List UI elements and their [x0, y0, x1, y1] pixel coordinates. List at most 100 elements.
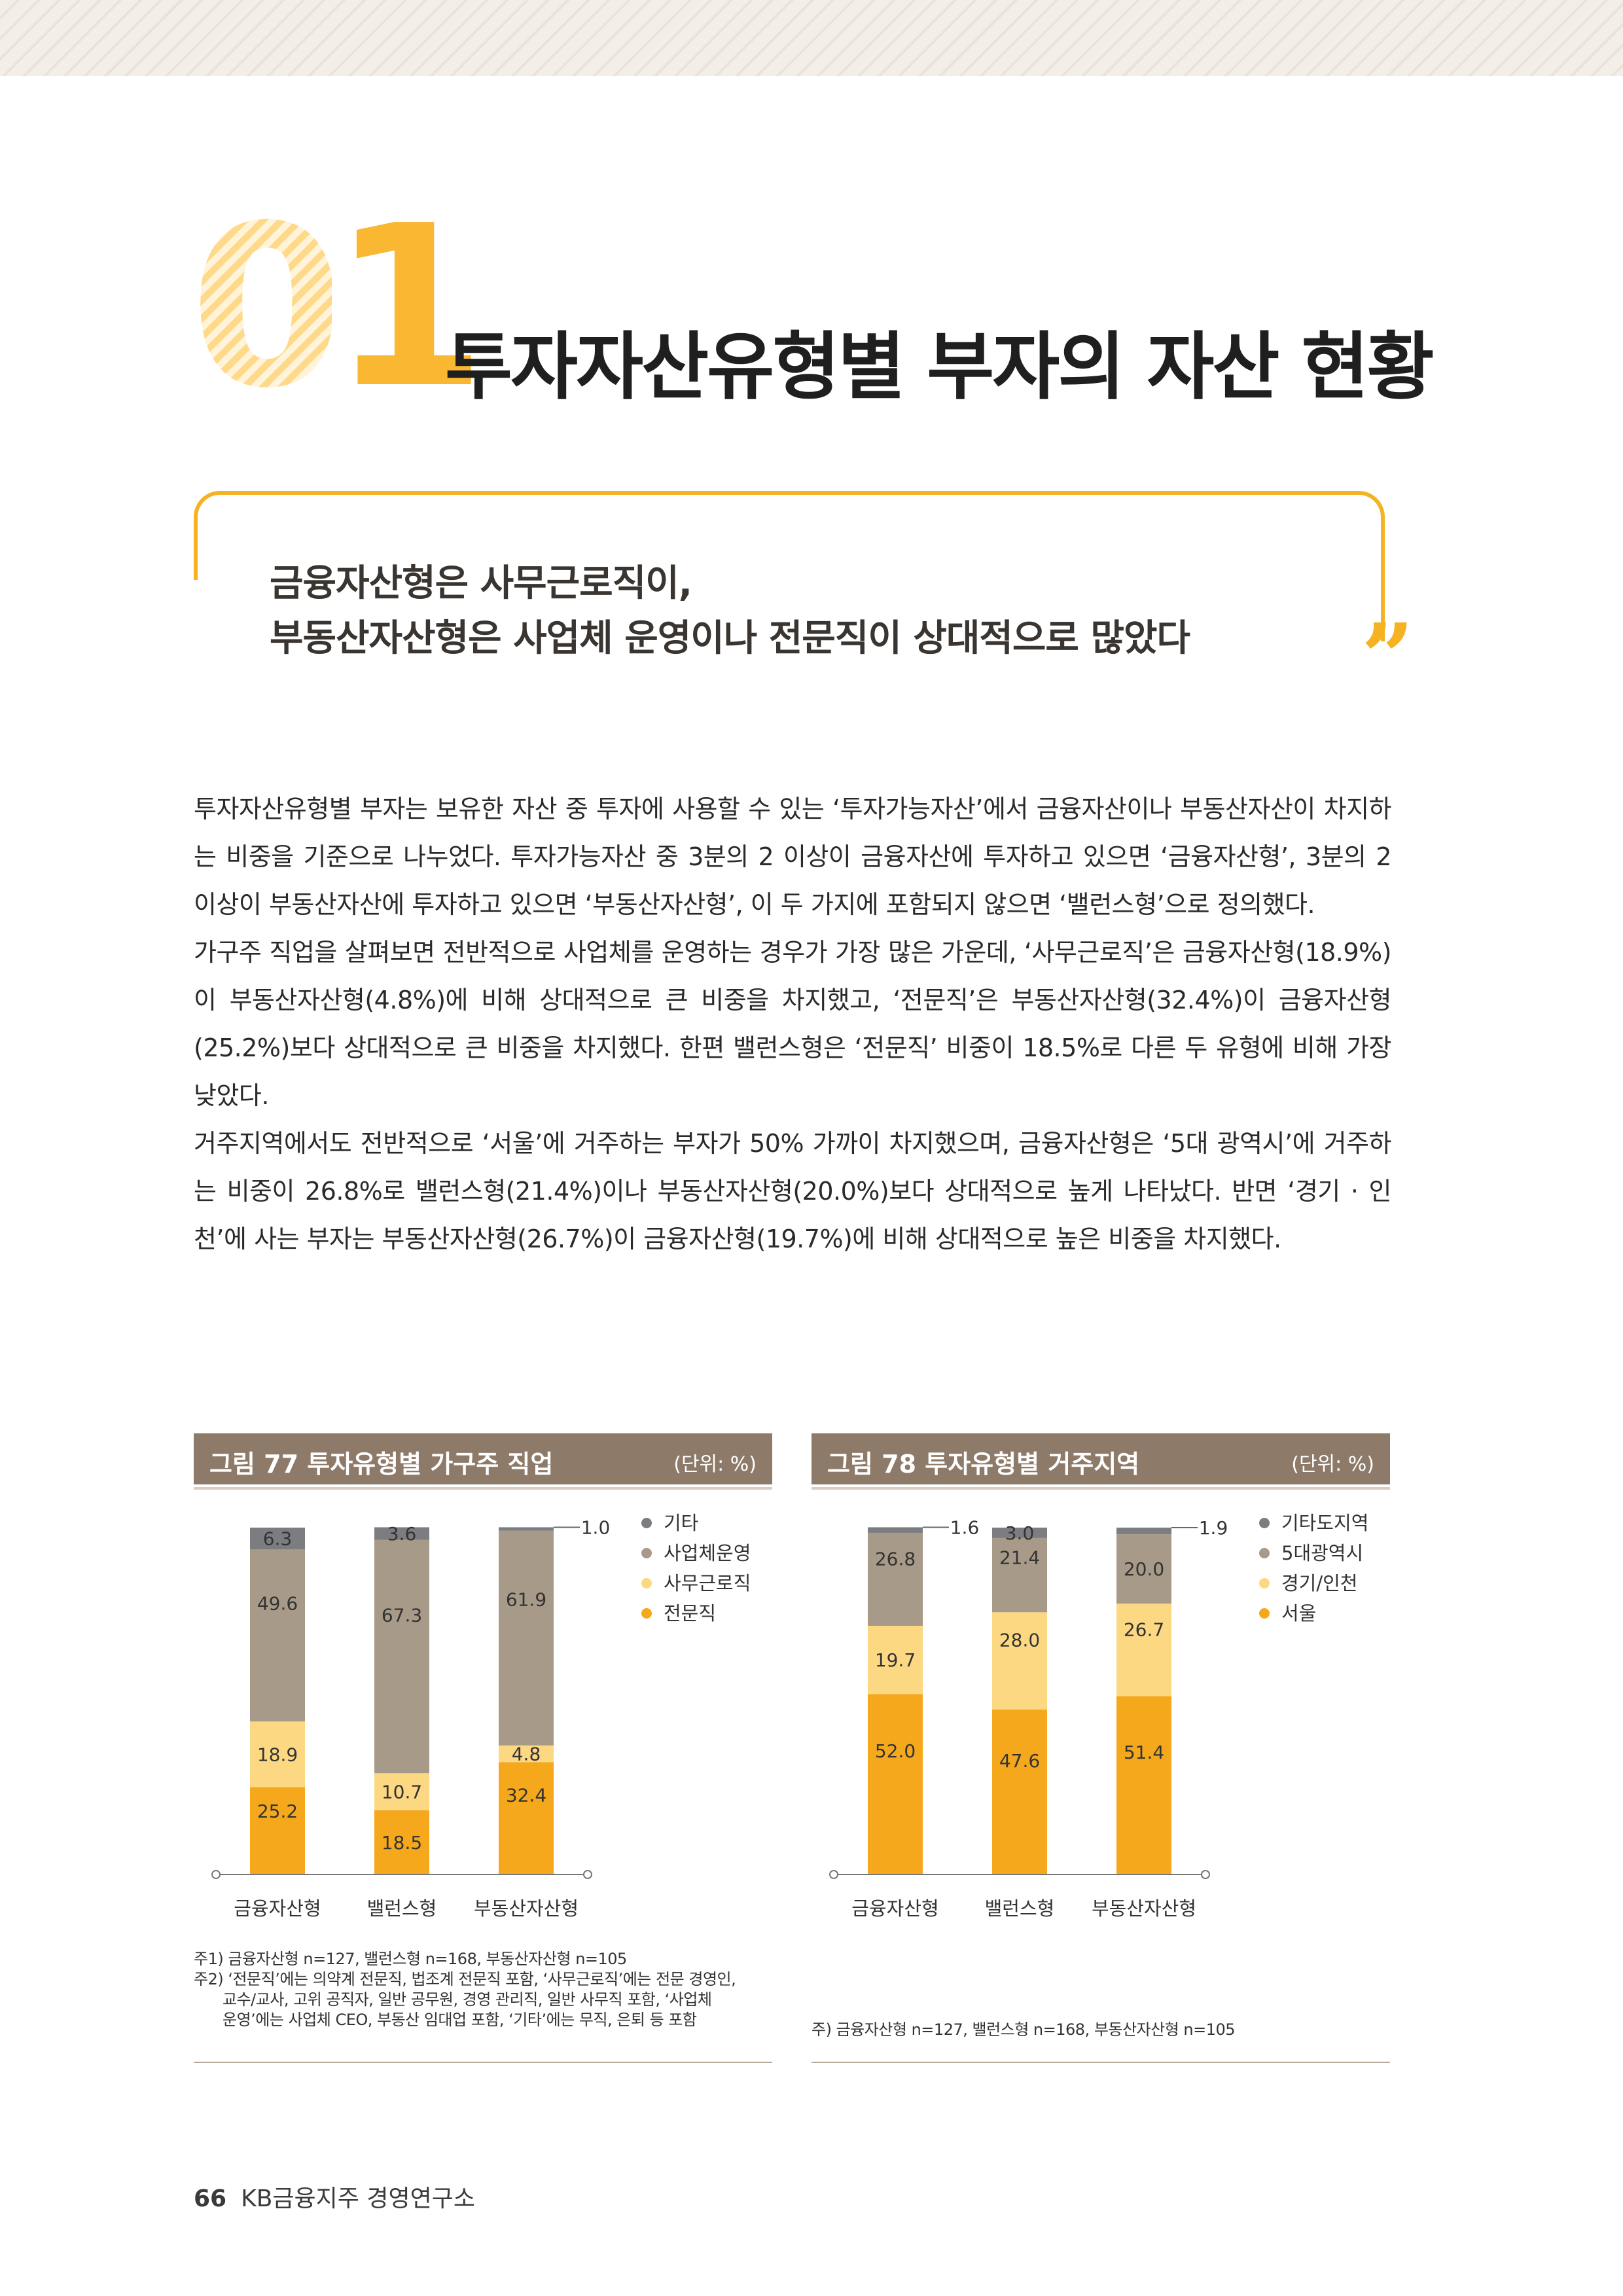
data-label: 67.3	[382, 1604, 422, 1626]
section-number: 01	[190, 196, 486, 419]
bar-segment-1-2-0	[1116, 1696, 1171, 1874]
category-label: 밸런스형	[985, 1897, 1055, 1920]
figure-78-title: 그림 78 투자유형별 거주지역	[827, 1450, 1140, 1479]
bar-segment-1-1-1	[992, 1612, 1047, 1710]
data-label: 1.9	[1199, 1517, 1228, 1539]
legend-label: 기타	[664, 1512, 699, 1534]
bar-segment-0-2-3	[499, 1527, 554, 1531]
data-label: 20.0	[1124, 1558, 1164, 1580]
bar-segment-1-0-1	[868, 1625, 923, 1695]
bar-segment-0-0-3	[250, 1528, 305, 1550]
figure-78-unit: (단위: %)	[1291, 1453, 1374, 1476]
subheadline-line-2: 부동산자산형은 사업체 운영이나 전문직이 상대적으로 많았다	[270, 617, 1190, 660]
figure-78-notes: 주) 금융자산형 n=127, 밸런스형 n=168, 부동산자산형 n=105	[812, 2020, 1236, 2040]
subheadline-line-1: 금융자산형은 사무근로직이,	[270, 562, 692, 605]
category-label: 부동산자산형	[474, 1897, 579, 1920]
figure-78-header: 그림 78 투자유형별 거주지역 (단위: %)	[812, 1433, 1390, 1490]
legend-label: 사업체운영	[664, 1542, 751, 1564]
legend-item: 사무근로직	[641, 1568, 751, 1598]
legend-swatch	[1259, 1578, 1270, 1588]
legend-swatch	[641, 1548, 652, 1558]
legend-label: 전문직	[664, 1602, 717, 1624]
figure-77-header: 그림 77 투자유형별 가구주 직업 (단위: %)	[194, 1433, 772, 1490]
bar-segment-0-2-1	[499, 1745, 554, 1763]
axis-end-dot	[829, 1870, 838, 1879]
bar-segment-1-1-0	[992, 1709, 1047, 1874]
figure-78-bottom-rule	[812, 2062, 1390, 2063]
bar-segment-1-2-1	[1116, 1604, 1171, 1696]
chart-svg-78: 52.0 19.7 26.8 1.6 금융자산형 47.6 28.0 21.4 3.0 밸런스형 5…	[829, 1516, 1228, 1920]
legend-item: 5대광역시	[1259, 1538, 1368, 1568]
data-label: 49.6	[257, 1592, 298, 1614]
data-label: 25.2	[257, 1801, 298, 1822]
data-label: 26.8	[875, 1549, 916, 1570]
legend-swatch	[1259, 1548, 1270, 1558]
legend-swatch	[641, 1578, 652, 1588]
legend-label: 5대광역시	[1281, 1542, 1364, 1564]
bar-segment-0-0-1	[250, 1721, 305, 1787]
quote-frame	[192, 491, 1385, 652]
top-pattern-band	[0, 0, 1623, 76]
data-label: 18.5	[382, 1832, 422, 1854]
legend-item: 경기/인천	[1259, 1568, 1368, 1598]
bar-segment-1-1-3	[992, 1528, 1047, 1538]
body-paragraph-2: 가구주 직업을 살펴보면 전반적으로 사업체를 운영하는 경우가 가장 많은 가…	[194, 938, 1392, 1110]
bar-segment-0-1-0	[374, 1810, 429, 1874]
category-label: 부동산자산형	[1092, 1897, 1196, 1920]
data-label: 28.0	[999, 1629, 1040, 1651]
data-label: 3.0	[1005, 1522, 1035, 1544]
data-label: 10.7	[382, 1782, 422, 1803]
subheadline: 금융자산형은 사무근로직이, 부동산자산형은 사업체 운영이나 전문직이 상대적…	[270, 556, 1190, 666]
bar-segment-1-2-3	[1116, 1528, 1171, 1535]
figure-77-title: 그림 77 투자유형별 가구주 직업	[209, 1450, 554, 1479]
category-label: 밸런스형	[367, 1897, 437, 1920]
body-text: 투자자산유형별 부자는 보유한 자산 중 투자에 사용할 수 있는 ‘투자가능자…	[194, 785, 1392, 1263]
data-label: 18.9	[257, 1744, 298, 1765]
figure-78-note-1: 주) 금융자산형 n=127, 밸런스형 n=168, 부동산자산형 n=105	[812, 2020, 1236, 2039]
body-paragraph-3: 거주지역에서도 전반적으로 ‘서울’에 거주하는 부자가 50% 가까이 차지했…	[194, 1129, 1392, 1253]
legend-label: 서울	[1281, 1602, 1317, 1624]
legend-swatch	[641, 1518, 652, 1528]
data-label: 21.4	[999, 1547, 1040, 1569]
bar-segment-0-0-0	[250, 1787, 305, 1874]
figure-77-notes: 주1) 금융자산형 n=127, 밸런스형 n=168, 부동산자산형 n=10…	[194, 1949, 736, 2030]
data-label: 19.7	[875, 1649, 916, 1671]
data-label: 52.0	[875, 1740, 916, 1762]
bar-segment-1-0-0	[868, 1694, 923, 1874]
category-label: 금융자산형	[851, 1897, 938, 1920]
data-label: 32.4	[506, 1784, 546, 1806]
figure-77-unit: (단위: %)	[673, 1453, 757, 1476]
legend-item: 전문직	[641, 1598, 751, 1628]
chart-svg-77: 25.2 18.9 49.6 6.3 금융자산형 18.5 10.7 67.3 3.6 밸런스형 3…	[211, 1516, 611, 1920]
legend-item: 서울	[1259, 1598, 1368, 1628]
legend-label: 경기/인천	[1281, 1572, 1358, 1594]
data-label: 47.6	[999, 1750, 1040, 1772]
figure-77-chart: 25.2 18.9 49.6 6.3 금융자산형 18.5 10.7 67.3 3.6 밸런스형 3…	[194, 1499, 652, 1931]
legend-label: 기타도지역	[1281, 1512, 1369, 1534]
data-label: 1.0	[581, 1516, 611, 1538]
legend-item: 기타도지역	[1259, 1508, 1368, 1538]
section-number-digit-0: 0	[190, 178, 345, 437]
legend-label: 사무근로직	[664, 1572, 751, 1594]
figure-77-note-1: 주1) 금융자산형 n=127, 밸런스형 n=168, 부동산자산형 n=10…	[194, 1950, 627, 1968]
axis-end-dot	[211, 1870, 221, 1879]
data-label: 51.4	[1124, 1742, 1164, 1763]
bar-segment-1-1-2	[992, 1537, 1047, 1613]
section-title: 투자자산유형별 부자의 자산 현황	[445, 325, 1435, 410]
data-label: 1.6	[950, 1516, 980, 1538]
bar-segment-0-2-0	[499, 1762, 554, 1874]
page-footer: 66 KB금융지주 경영연구소	[194, 2179, 475, 2214]
section-number-digit-1: 1	[331, 178, 487, 437]
figure-77-note-2c: 운영’에는 사업체 CEO, 부동산 임대업 포함, ‘기타’에는 무직, 은퇴…	[223, 2011, 697, 2029]
legend-item: 사업체운영	[641, 1538, 751, 1568]
data-label: 6.3	[263, 1528, 293, 1550]
axis-end-dot	[1201, 1870, 1210, 1879]
axis-end-dot	[583, 1870, 592, 1879]
closing-quote-icon: ”	[1361, 604, 1414, 711]
bar-segment-0-1-3	[374, 1527, 429, 1540]
bar-segment-0-0-2	[250, 1549, 305, 1722]
footer-org: KB금융지주 경영연구소	[241, 2185, 475, 2212]
bar-segment-1-2-2	[1116, 1534, 1171, 1604]
